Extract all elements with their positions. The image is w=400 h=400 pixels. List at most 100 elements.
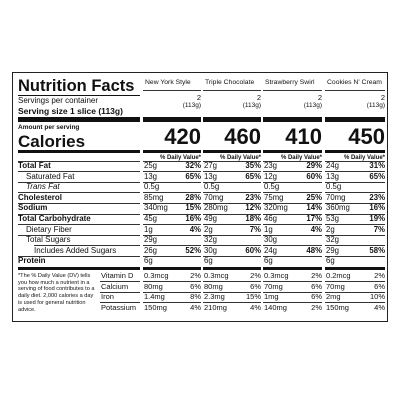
divider	[203, 90, 261, 91]
rule	[263, 117, 322, 122]
vitamin-amount: 1mg	[264, 292, 279, 301]
amount: 24g	[326, 161, 340, 170]
product-name: New York Style	[145, 79, 191, 86]
divider	[263, 202, 322, 204]
divider	[34, 245, 140, 247]
nutrient-name: Total Carbohydrate	[18, 214, 91, 223]
serving-size: (113g)	[242, 102, 261, 109]
divider	[203, 213, 261, 215]
vitamin-amount: 70mg	[326, 281, 345, 291]
divider	[100, 281, 140, 282]
rule	[325, 267, 385, 270]
divider	[18, 213, 140, 215]
daily-value: 65%	[185, 171, 201, 181]
amount: 13g	[144, 171, 158, 181]
amount: 2g	[204, 224, 213, 234]
divider	[143, 281, 201, 282]
serving-size-label: Serving size	[18, 106, 68, 116]
vitamin-dv: 6%	[190, 281, 201, 291]
divider	[143, 160, 201, 162]
vitamin-amount: 80mg	[144, 281, 163, 291]
dv-header: % Daily Value*	[159, 155, 201, 161]
rule	[143, 150, 201, 153]
rule	[143, 117, 201, 122]
amount-label: Amount per serving	[18, 124, 80, 131]
amount: 0.5g	[264, 182, 280, 192]
divider	[18, 171, 140, 173]
rule	[325, 117, 385, 122]
calories: 420	[164, 124, 201, 149]
amount: 70mg	[326, 192, 346, 202]
calories: 460	[224, 124, 261, 149]
daily-value: 65%	[369, 171, 385, 181]
amount: 32g	[204, 235, 218, 245]
daily-value: 23%	[245, 192, 261, 202]
divider	[100, 302, 140, 303]
daily-value: 28%	[185, 192, 201, 202]
vitamin-amount: 140mg	[264, 302, 287, 312]
divider	[18, 192, 140, 194]
daily-value: 7%	[249, 224, 261, 234]
vitamin-dv: 4%	[190, 302, 201, 312]
divider	[263, 171, 322, 173]
daily-value: 35%	[245, 161, 261, 170]
divider	[325, 213, 385, 215]
vitamin-amount: 1.4mg	[144, 292, 165, 301]
divider	[203, 224, 261, 226]
vitamin-amount: 2.3mg	[204, 292, 225, 301]
amount: 45g	[144, 214, 158, 223]
divider	[143, 213, 201, 215]
amount: 85mg	[144, 192, 164, 202]
divider	[203, 245, 261, 247]
divider	[143, 245, 201, 247]
divider	[143, 255, 201, 257]
dv-header: % Daily Value*	[343, 155, 385, 161]
rule	[203, 150, 261, 153]
divider	[203, 181, 261, 183]
divider	[325, 281, 385, 282]
vitamin-dv: 15%	[245, 292, 261, 301]
product-name: Triple Chocolate	[205, 79, 255, 86]
vitamin-dv: 2%	[250, 271, 261, 280]
vitamin-amount: 0.3mcg	[144, 271, 169, 280]
divider	[325, 160, 385, 162]
vitamin-dv: 6%	[374, 281, 385, 291]
divider	[18, 224, 140, 226]
servings-label: Servings per container	[18, 96, 99, 105]
vitamin-dv: 2%	[311, 302, 322, 312]
divider	[18, 255, 140, 257]
vitamin-name: Vitamin D	[101, 271, 134, 280]
footnote: *The % Daily Value (DV) tells you how mu…	[18, 273, 95, 313]
amount: 13g	[326, 171, 340, 181]
serving-size-value: 1 slice (113g)	[70, 106, 123, 116]
amount: 29g	[144, 235, 158, 245]
vitamin-amount: 70mg	[264, 281, 283, 291]
divider	[263, 160, 322, 162]
daily-value: 60%	[245, 245, 261, 255]
serving-size: (113g)	[182, 102, 201, 109]
nutrition-label	[12, 72, 388, 322]
divider	[143, 224, 201, 226]
amount: 0.5g	[204, 182, 220, 192]
divider	[203, 202, 261, 204]
rule	[143, 267, 201, 270]
nutrient-name: Includes Added Sugars	[34, 245, 117, 255]
divider	[143, 234, 201, 236]
daily-value: 58%	[369, 245, 385, 255]
divider	[18, 181, 140, 183]
daily-value: 60%	[306, 171, 322, 181]
vitamin-dv: 2%	[374, 271, 385, 280]
divider	[263, 192, 322, 194]
rule	[263, 150, 322, 153]
amount: 30g	[264, 235, 278, 245]
divider	[143, 202, 201, 204]
daily-value: 52%	[185, 245, 201, 255]
daily-value: 14%	[306, 203, 322, 213]
divider	[325, 181, 385, 183]
calories: 450	[348, 124, 385, 149]
divider	[263, 245, 322, 247]
divider	[203, 291, 261, 293]
title: Nutrition Facts	[18, 77, 135, 95]
vitamin-dv: 2%	[190, 271, 201, 280]
divider	[263, 291, 322, 293]
